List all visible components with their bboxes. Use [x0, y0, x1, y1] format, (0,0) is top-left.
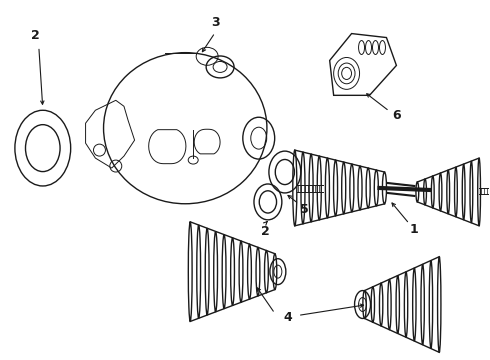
Text: 4: 4: [283, 311, 292, 324]
Text: 3: 3: [211, 16, 220, 29]
Text: 2: 2: [31, 29, 40, 42]
Text: 6: 6: [392, 109, 401, 122]
Text: 5: 5: [300, 203, 309, 216]
Text: 1: 1: [410, 223, 419, 236]
Text: 2: 2: [261, 225, 270, 238]
